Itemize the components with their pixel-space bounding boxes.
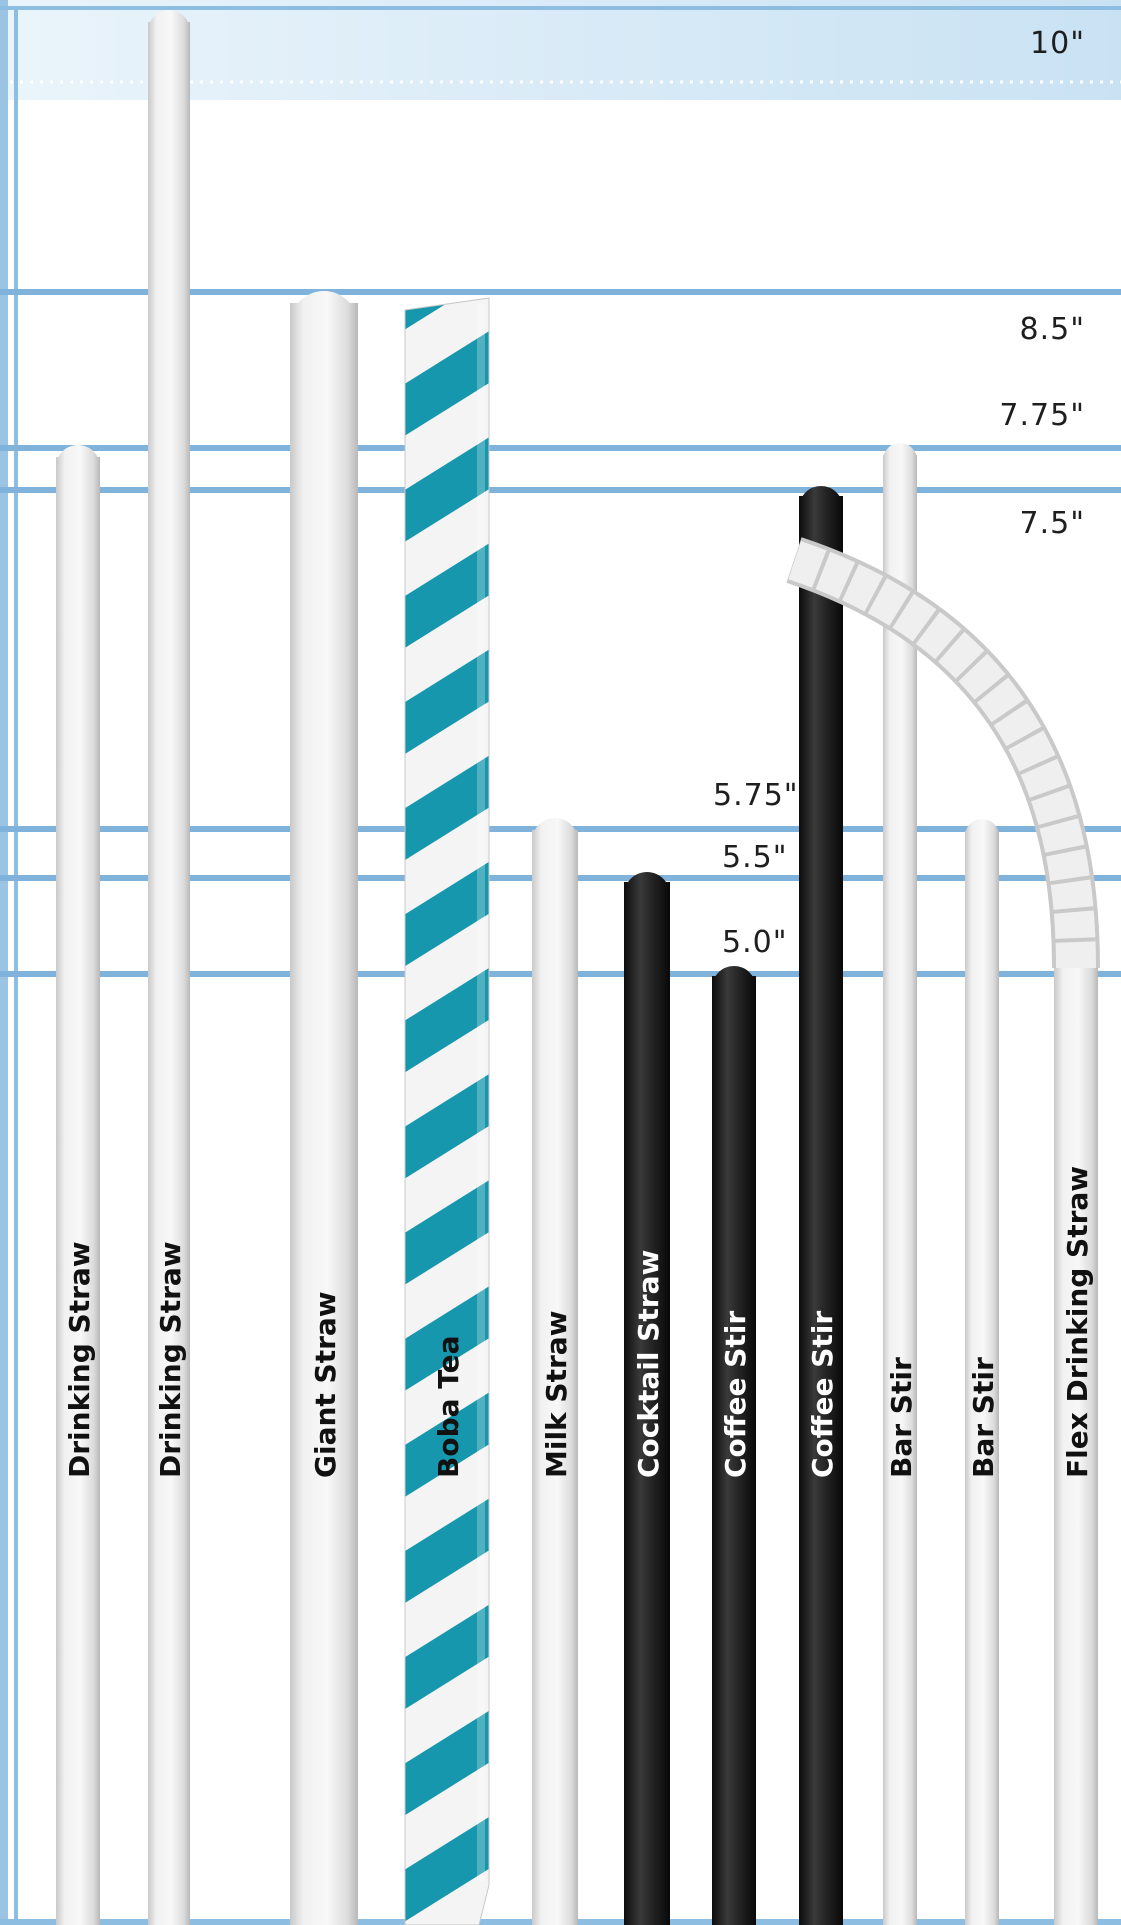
straw-label: Bar Stir bbox=[967, 1357, 1000, 1478]
straw-label: Milk Straw bbox=[540, 1310, 573, 1478]
straw-10: Bar Stir bbox=[965, 819, 1000, 1925]
straw-body-fill bbox=[965, 831, 999, 1925]
measure-label-8-5: 8.5" bbox=[1019, 312, 1085, 347]
straw-body-fill bbox=[56, 457, 100, 1925]
straw-8: Coffee Stir bbox=[799, 486, 843, 1925]
straw-body-fill bbox=[712, 976, 756, 1925]
straw-body-fill bbox=[532, 830, 578, 1925]
straw-5: Milk Straw bbox=[532, 818, 578, 1925]
straw-body-fill bbox=[883, 455, 917, 1925]
straw-body-fill bbox=[290, 303, 358, 1925]
straw-label: Flex Drinking Straw bbox=[1061, 1166, 1094, 1478]
straw-9: Bar Stir bbox=[883, 443, 918, 1925]
rule-7_75 bbox=[0, 445, 1121, 451]
straw-label: Bar Stir bbox=[885, 1357, 918, 1478]
measure-label-5-75: 5.75" bbox=[713, 778, 799, 813]
measure-label-5-0: 5.0" bbox=[722, 925, 788, 960]
rule-7_5 bbox=[0, 487, 1121, 493]
flex-bend bbox=[787, 541, 1096, 969]
measure-label-10: 10" bbox=[1030, 26, 1085, 61]
straw-label: Drinking Straw bbox=[154, 1241, 187, 1478]
measure-label-5-5: 5.5" bbox=[722, 840, 788, 875]
straw-body-fill bbox=[148, 22, 190, 1925]
straw-body-fill bbox=[624, 882, 670, 1925]
straw-11: Flex Drinking Straw bbox=[786, 537, 1100, 1925]
measure-label-7-75: 7.75" bbox=[999, 398, 1085, 433]
straw-label: Coffee Stir bbox=[719, 1311, 752, 1478]
flex-straw-body bbox=[1054, 968, 1098, 1925]
rule-8_5 bbox=[0, 289, 1121, 295]
straw-3: Giant Straw bbox=[290, 291, 358, 1925]
straw-body-fill bbox=[799, 496, 843, 1925]
straw-label: Cocktail Straw bbox=[632, 1250, 665, 1478]
straw-1: Drinking Straw bbox=[56, 445, 100, 1925]
boba-highlight bbox=[477, 304, 485, 1881]
straw-2: Drinking Straw bbox=[148, 10, 190, 1925]
straw-6: Cocktail Straw bbox=[624, 872, 670, 1925]
measure-label-7-5: 7.5" bbox=[1019, 506, 1085, 541]
boba-straw-body bbox=[404, 297, 490, 1925]
straw-label: Drinking Straw bbox=[63, 1241, 96, 1478]
straw-label: Coffee Stir bbox=[806, 1311, 839, 1478]
straw-4: Boba Tea bbox=[404, 297, 490, 1925]
straws: Drinking Straw Drinking Straw Giant Straw B… bbox=[56, 10, 1100, 1925]
straw-label: Boba Tea bbox=[432, 1335, 465, 1478]
straw-label: Giant Straw bbox=[309, 1291, 342, 1478]
straw-7: Coffee Stir bbox=[712, 966, 756, 1925]
